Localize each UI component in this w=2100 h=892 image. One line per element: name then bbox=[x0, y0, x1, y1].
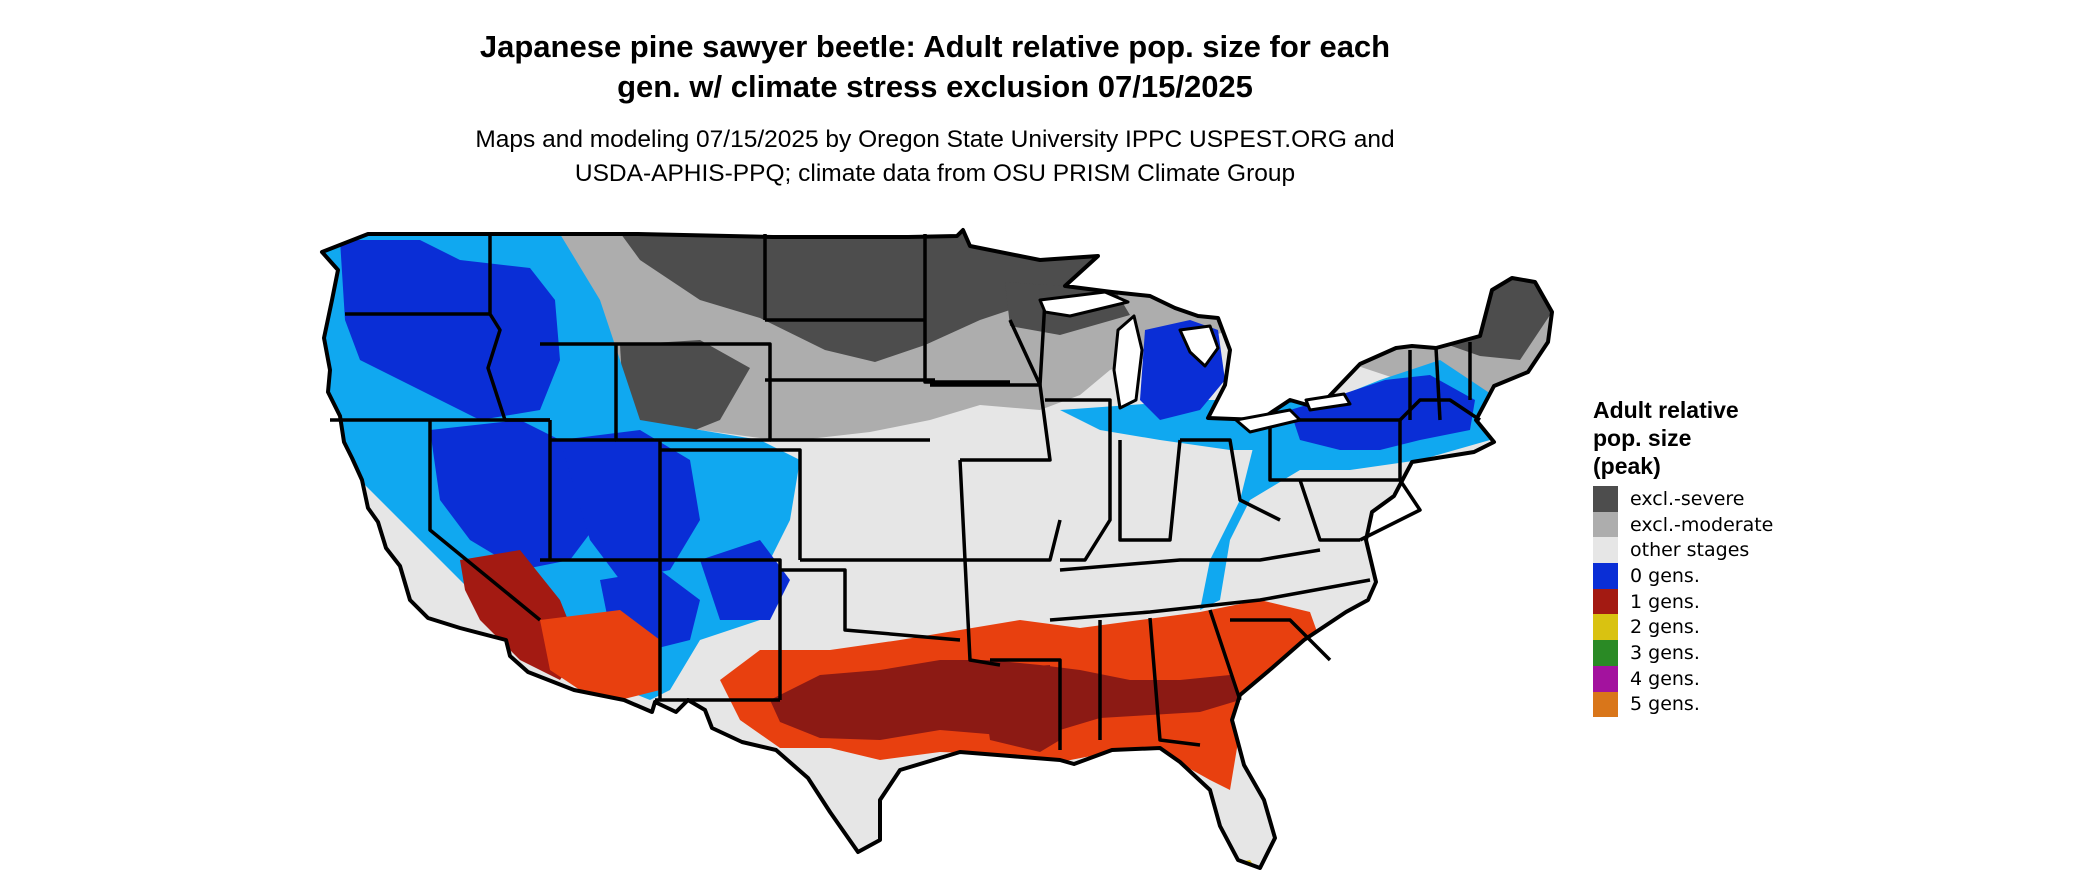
legend-item-4-gens: 4 gens. bbox=[1593, 665, 1853, 692]
legend-swatch bbox=[1593, 486, 1618, 512]
legend-label: 3 gens. bbox=[1630, 641, 1700, 664]
legend-item-3-gens: 3 gens. bbox=[1593, 640, 1853, 666]
legend-label: 0 gens. bbox=[1630, 564, 1700, 587]
legend-title-line-3: (peak) bbox=[1593, 453, 1661, 479]
legend-item-other-stages: other stages bbox=[1593, 537, 1853, 564]
legend-item-excl-moderate: excl.-moderate bbox=[1593, 511, 1853, 538]
legend-label: excl.-severe bbox=[1630, 487, 1745, 510]
legend-swatch bbox=[1593, 640, 1618, 666]
legend-label: 2 gens. bbox=[1630, 616, 1700, 639]
legend-swatch bbox=[1593, 511, 1618, 538]
legend-swatch bbox=[1593, 537, 1618, 564]
legend-label: 5 gens. bbox=[1630, 693, 1700, 716]
map-legend: Adult relative pop. size (peak) excl.-se… bbox=[1593, 396, 1853, 718]
legend-label: 4 gens. bbox=[1630, 667, 1700, 690]
legend-title-line-1: Adult relative bbox=[1593, 397, 1739, 423]
legend-item-0-gens: 0 gens. bbox=[1593, 563, 1853, 589]
legend-label: 1 gens. bbox=[1630, 590, 1700, 613]
legend-title-line-2: pop. size bbox=[1593, 425, 1692, 451]
chart-subtitle-line-2: USDA-APHIS-PPQ; climate data from OSU PR… bbox=[574, 160, 1296, 187]
legend-swatch bbox=[1593, 588, 1618, 615]
legend-item-1-gens: 1 gens. bbox=[1593, 588, 1853, 615]
legend-title: Adult relative pop. size (peak) bbox=[1593, 396, 1853, 480]
legend-item-2-gens: 2 gens. bbox=[1593, 614, 1853, 641]
legend-swatch bbox=[1593, 563, 1618, 589]
legend-label: other stages bbox=[1630, 539, 1750, 562]
chart-title-line-1: Japanese pine sawyer beetle: Adult relat… bbox=[479, 29, 1391, 64]
legend-swatch bbox=[1593, 691, 1618, 718]
legend-swatch bbox=[1593, 614, 1618, 641]
chart-title-line-2: gen. w/ climate stress exclusion 07/15/2… bbox=[617, 69, 1253, 104]
legend-item-5-gens: 5 gens. bbox=[1593, 691, 1853, 718]
legend-swatch bbox=[1593, 665, 1618, 692]
legend-label: excl.-moderate bbox=[1630, 513, 1774, 536]
chart-subtitle-line-1: Maps and modeling 07/15/2025 by Oregon S… bbox=[475, 126, 1395, 153]
legend-item-excl-severe: excl.-severe bbox=[1593, 486, 1853, 512]
